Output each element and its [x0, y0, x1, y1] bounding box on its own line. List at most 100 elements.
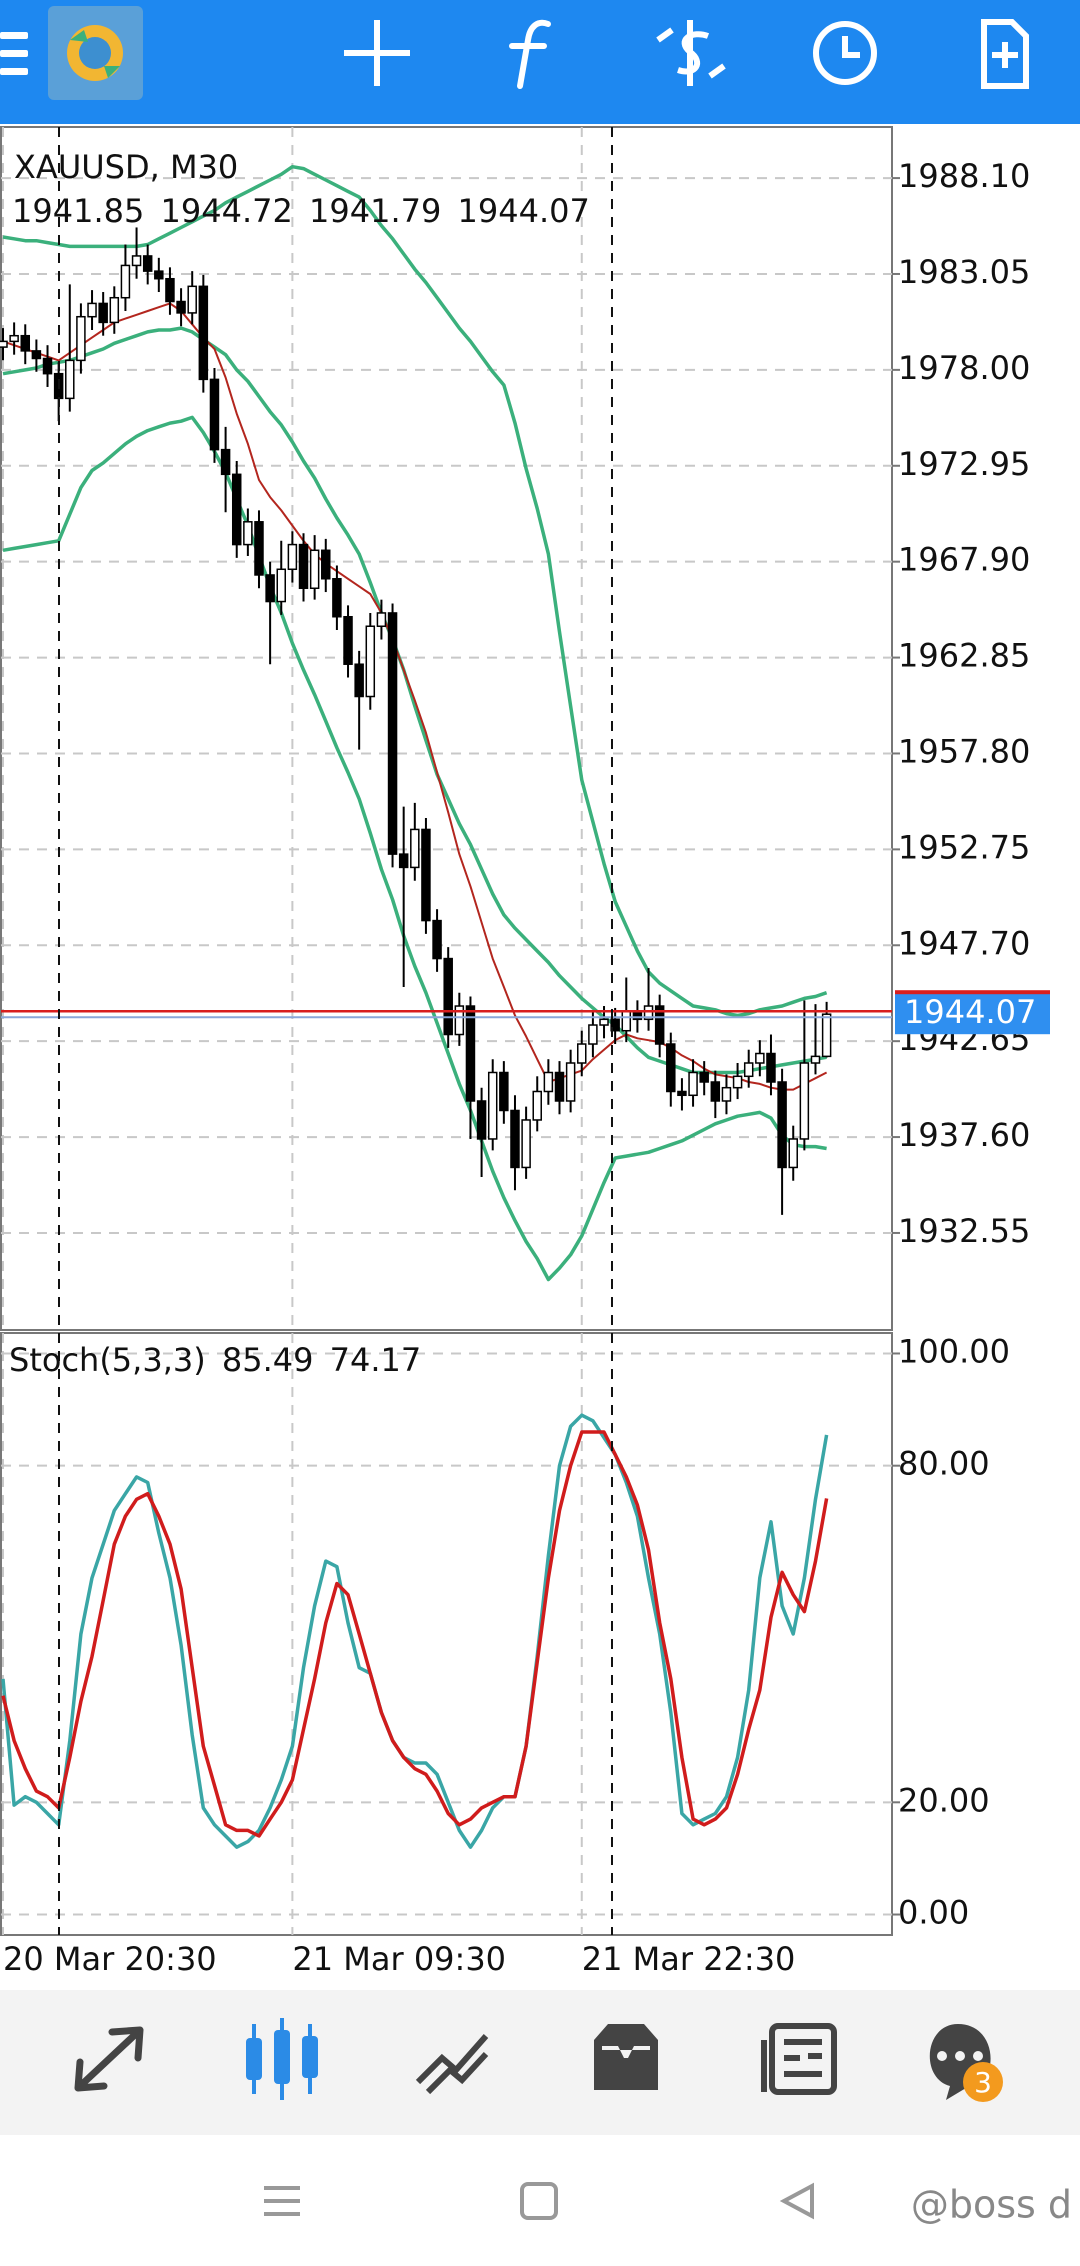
candle-body: [109, 296, 120, 324]
y-tick-label: 1937.60: [898, 1116, 1030, 1154]
badge-count: 3: [974, 2066, 992, 2099]
stoch-main-value: 85.49: [222, 1341, 314, 1379]
logo-center: [79, 37, 111, 69]
candle-body: [31, 350, 42, 360]
open-value: 1941.85: [12, 192, 144, 230]
candle-body: [666, 1043, 676, 1093]
candle-body: [721, 1086, 732, 1102]
nav-history[interactable]: [594, 2024, 658, 2090]
candle-body: [142, 255, 153, 272]
indicators-button[interactable]: [509, 19, 551, 89]
candle-body: [643, 1005, 654, 1021]
chart-title: XAUUSD, M30: [14, 148, 238, 186]
stoch-signal-value: 74.17: [330, 1341, 422, 1379]
stoch-readout: Stoch(5,3,3) 85.49 74.17: [9, 1341, 421, 1379]
candle-body: [176, 300, 186, 314]
candle-body: [487, 1071, 498, 1140]
nav-quotes[interactable]: [74, 2026, 144, 2092]
candle-body: [621, 1010, 632, 1032]
menu-bar: [0, 32, 28, 39]
icon-stroke: [992, 42, 1018, 68]
candle-body: [0, 340, 8, 348]
indicator-line: [1, 1430, 829, 1838]
high-value: 1944.72: [161, 192, 293, 230]
y-tick-label: 1962.85: [898, 637, 1030, 675]
home-button[interactable]: [520, 2182, 558, 2220]
candle-body: [220, 448, 231, 476]
candle-body: [476, 1100, 487, 1140]
candle-body: [554, 1071, 565, 1102]
y-tick-label: 1972.95: [898, 445, 1030, 483]
candle-body: [387, 612, 398, 855]
candle-body: [821, 1013, 832, 1058]
candle-body: [42, 357, 53, 375]
candle-body: [810, 1055, 821, 1064]
logo-leaf: [70, 30, 120, 78]
candle-body: [677, 1090, 687, 1097]
y-tick-label: 100.00: [898, 1332, 1010, 1370]
y-tick-label: 1983.05: [898, 253, 1030, 291]
menu-button[interactable]: [0, 32, 28, 75]
x-tick-label: 20 Mar 20:30: [3, 1940, 217, 1978]
close-value: 1944.07: [458, 192, 590, 230]
candle-body: [20, 334, 31, 352]
candle-body: [688, 1071, 698, 1097]
x-tick-label: 21 Mar 09:30: [292, 1940, 506, 1978]
candle-body: [743, 1062, 754, 1078]
candle-body: [732, 1075, 743, 1089]
icon-stroke: [981, 19, 1029, 89]
indicator-line: [1, 1413, 829, 1849]
timeframe-button[interactable]: [813, 21, 877, 85]
candle-body: [454, 1005, 465, 1036]
y-tick-label: 1932.55: [898, 1212, 1030, 1250]
candle-body: [699, 1071, 709, 1083]
candle-body: [298, 543, 309, 590]
candle-body: [755, 1052, 765, 1064]
candle-body: [321, 549, 331, 580]
candle-body: [543, 1071, 554, 1093]
back-button[interactable]: [779, 2182, 814, 2220]
y-tick-label: 20.00: [898, 1781, 990, 1819]
low-value: 1941.79: [309, 192, 441, 230]
candle-body: [577, 1043, 587, 1064]
candle-body: [187, 285, 197, 314]
nav-chart[interactable]: [246, 2018, 318, 2100]
plots: 1988.10 1983.05 1978.00 1972.95 1967.90 1962.…: [0, 127, 1050, 1978]
icon-stroke: [74, 2026, 144, 2092]
indicator-line: [2, 415, 827, 1282]
icon-stroke: [761, 2039, 822, 2092]
crosshair-button[interactable]: [344, 20, 410, 86]
candle-body: [165, 277, 175, 303]
y-tick-label: 1947.70: [898, 924, 1030, 962]
candle-body: [343, 615, 353, 665]
icon-stroke: [813, 21, 877, 85]
candle-body: [710, 1081, 721, 1102]
candle-body: [421, 828, 431, 922]
candle-body: [254, 521, 264, 576]
indicator-line: [2, 164, 828, 1018]
candle-body: [777, 1081, 787, 1169]
recents-button[interactable]: [264, 2186, 300, 2216]
icon-slot: [602, 2046, 650, 2058]
nav-news[interactable]: [761, 2023, 837, 2095]
icon-wick: [252, 2024, 256, 2094]
nav-chat[interactable]: 3: [929, 2024, 1003, 2102]
candle-body: [287, 543, 298, 571]
candle-body: [198, 285, 209, 381]
y-tick-label: 1957.80: [898, 732, 1030, 770]
new-order-button[interactable]: [981, 19, 1029, 89]
candle-body: [87, 302, 97, 318]
indicator-line: [2, 326, 827, 1075]
icon-stroke: [656, 27, 726, 79]
candle-body: [499, 1071, 509, 1112]
candle-body: [443, 957, 453, 1036]
candle-body: [120, 264, 131, 299]
nav-trade[interactable]: [415, 2034, 489, 2095]
icon-dot: [937, 2051, 947, 2061]
trade-button[interactable]: [656, 20, 726, 86]
y-tick-label: 1988.10: [898, 157, 1030, 195]
price-tag-label: 1944.07: [904, 993, 1036, 1031]
candle-body: [565, 1062, 576, 1102]
app-logo[interactable]: [48, 6, 143, 100]
